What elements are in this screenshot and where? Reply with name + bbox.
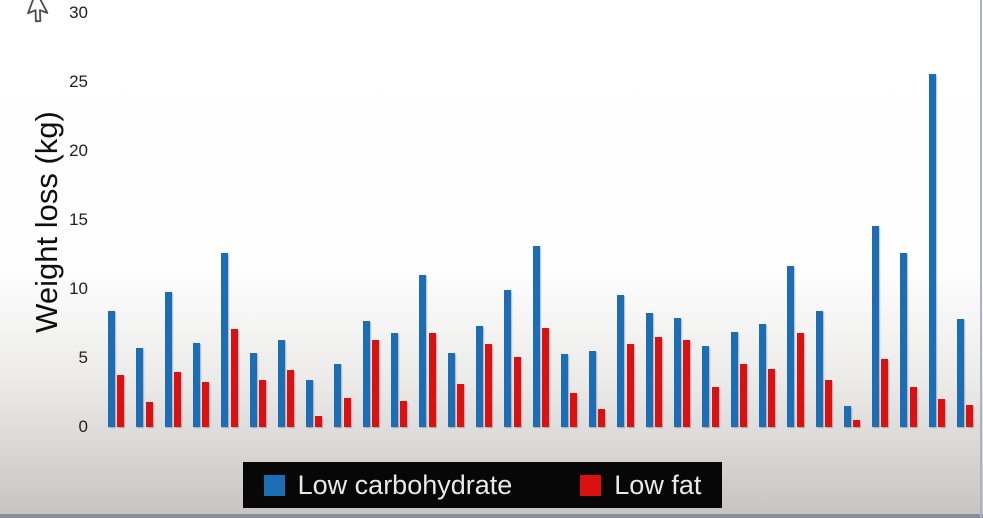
bar-low-carbohydrate bbox=[136, 348, 144, 427]
bar-low-fat bbox=[711, 387, 719, 427]
bar-low-carbohydrate bbox=[504, 290, 512, 427]
bar-low-carbohydrate bbox=[362, 320, 370, 427]
bar-low-fat bbox=[343, 398, 351, 427]
bar-low-fat bbox=[541, 327, 549, 427]
bar-low-fat bbox=[428, 333, 436, 427]
bar-low-fat bbox=[938, 399, 945, 427]
legend-swatch-red-icon bbox=[580, 474, 602, 496]
bar-low-fat bbox=[513, 356, 521, 427]
bar-low-carbohydrate bbox=[277, 340, 285, 427]
bar-low-fat bbox=[853, 420, 861, 427]
y-tick-label: 15 bbox=[69, 210, 88, 229]
bar-low-fat bbox=[287, 370, 295, 427]
bar-low-carbohydrate bbox=[192, 342, 200, 427]
chart-legend: Low carbohydrate Low fat bbox=[243, 462, 722, 508]
bar-low-carbohydrate bbox=[872, 225, 880, 427]
y-tick-label: 25 bbox=[69, 72, 88, 91]
bar-low-carbohydrate bbox=[334, 363, 342, 427]
bar-low-carbohydrate bbox=[306, 380, 314, 427]
bar-low-carbohydrate bbox=[900, 253, 908, 427]
bar-low-carbohydrate bbox=[589, 351, 597, 427]
bar-low-carbohydrate bbox=[702, 345, 710, 427]
bar-low-carbohydrate bbox=[447, 352, 455, 427]
bar-low-carbohydrate bbox=[475, 326, 483, 427]
bar-low-carbohydrate bbox=[957, 319, 964, 427]
bar-low-fat bbox=[768, 369, 776, 427]
bar-low-carbohydrate bbox=[108, 311, 115, 427]
bar-low-fat bbox=[881, 359, 889, 427]
bar-low-fat bbox=[258, 380, 266, 427]
y-tick-label: 5 bbox=[78, 348, 88, 367]
bar-low-fat bbox=[570, 392, 578, 427]
bar-low-carbohydrate bbox=[249, 352, 257, 427]
legend-label: Low fat bbox=[614, 469, 702, 500]
bar-low-fat bbox=[117, 374, 125, 427]
bar-low-fat bbox=[966, 404, 974, 427]
y-tick-label: 0 bbox=[78, 417, 88, 436]
bar-low-carbohydrate bbox=[391, 333, 398, 427]
bar-low-carbohydrate bbox=[758, 323, 766, 427]
bar-low-carbohydrate bbox=[787, 265, 795, 427]
frame-right-edge-line bbox=[980, 0, 982, 518]
bar-low-fat bbox=[655, 337, 662, 427]
bar-low-fat bbox=[315, 416, 323, 427]
bar-low-fat bbox=[683, 340, 691, 427]
bar-low-carbohydrate bbox=[674, 318, 681, 427]
y-tick-label: 30 bbox=[69, 3, 88, 22]
legend-swatch-blue-icon bbox=[263, 474, 285, 496]
bar-low-carbohydrate bbox=[532, 246, 540, 427]
bar-low-fat bbox=[230, 329, 238, 427]
bar-low-carbohydrate bbox=[815, 311, 823, 427]
bar-low-fat bbox=[824, 380, 832, 427]
y-tick-label: 10 bbox=[69, 279, 88, 298]
bar-low-fat bbox=[909, 387, 917, 427]
bar-low-carbohydrate bbox=[645, 312, 653, 427]
bar-low-fat bbox=[626, 344, 634, 427]
bar-low-carbohydrate bbox=[730, 331, 738, 427]
bar-low-carbohydrate bbox=[928, 73, 936, 427]
bar-low-carbohydrate bbox=[617, 294, 625, 427]
legend-item-low-fat: Low fat bbox=[580, 470, 701, 501]
bar-low-carbohydrate bbox=[419, 275, 427, 427]
bar-low-fat bbox=[739, 363, 747, 427]
y-tick-label: 20 bbox=[69, 141, 88, 160]
bar-low-fat bbox=[173, 371, 181, 427]
bar-low-carbohydrate bbox=[843, 406, 851, 427]
mouse-cursor-icon bbox=[27, 0, 49, 23]
bar-low-fat bbox=[145, 402, 153, 427]
bar-low-carbohydrate bbox=[221, 253, 229, 427]
frame-bottom-slate-strip bbox=[0, 514, 983, 518]
bar-low-fat bbox=[202, 381, 210, 427]
bar-low-carbohydrate bbox=[164, 291, 172, 427]
legend-item-low-carbohydrate: Low carbohydrate bbox=[263, 469, 513, 501]
bar-low-fat bbox=[456, 384, 464, 427]
legend-label: Low carbohydrate bbox=[297, 469, 513, 500]
bar-low-fat bbox=[598, 409, 606, 427]
bar-low-fat bbox=[796, 333, 804, 427]
bar-low-fat bbox=[372, 340, 379, 427]
frame-bottom-gray-strip bbox=[0, 508, 983, 514]
bar-low-fat bbox=[400, 400, 408, 427]
bar-low-carbohydrate bbox=[560, 353, 568, 427]
bar-low-fat bbox=[485, 344, 493, 427]
